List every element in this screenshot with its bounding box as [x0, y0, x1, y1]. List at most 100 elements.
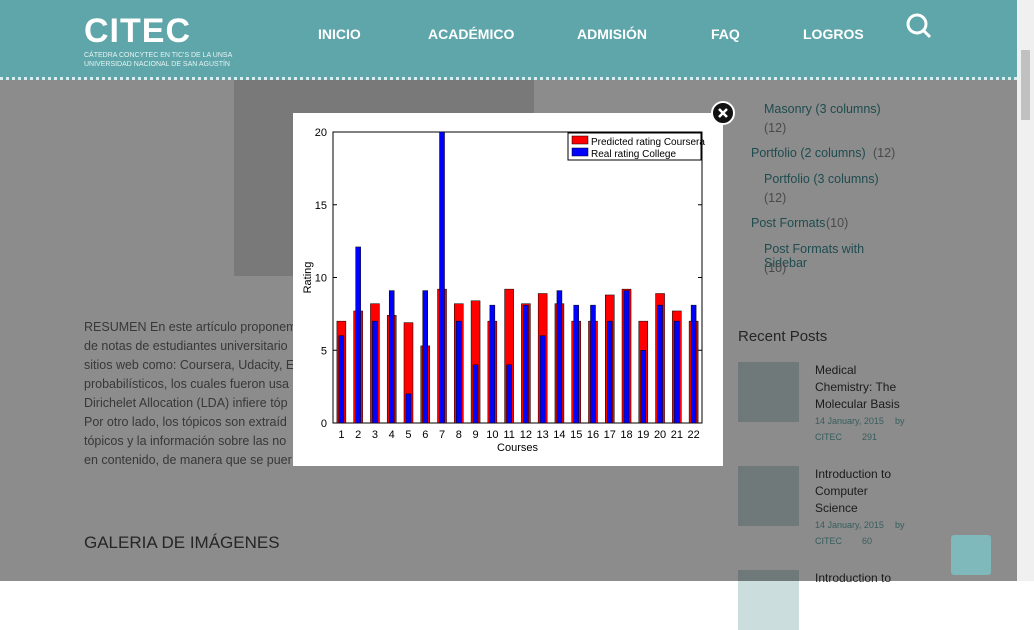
bar — [657, 304, 663, 424]
lightbox: 0 5 10 15 20 1 2 3 4 5 6 7 8 9 10 11 12 13 14 15 16 17 18 19 20 2… — [293, 113, 723, 466]
post-by: by — [895, 416, 905, 426]
y-tick-label: 5 — [321, 345, 327, 357]
text-line: RESUMEN En este artículo proponem — [84, 320, 297, 334]
text-line: Dirichelet Allocation (LDA) infiere tóp — [84, 396, 288, 410]
x-tick-label: 6 — [422, 429, 428, 441]
category-count: (10) — [826, 216, 849, 230]
y-tick-label: 10 — [315, 273, 327, 285]
x-tick-label: 3 — [372, 429, 378, 441]
category-link[interactable]: Portfolio (2 columns) — [751, 146, 866, 160]
header: CITEC CÁTEDRA CONCYTEC EN TIC'S DE LA UN… — [0, 0, 1017, 80]
post-thumb — [738, 466, 799, 526]
category-count: (12) — [764, 191, 787, 205]
category-count: (12) — [873, 146, 896, 160]
bar — [506, 364, 512, 424]
logo-subtitle: CÁTEDRA CONCYTEC EN TIC'S DE LA UNSA — [84, 52, 233, 59]
bar — [674, 320, 680, 424]
text-line: en contenido, de manera que se puer — [84, 453, 292, 467]
post-author: CITEC — [815, 536, 842, 546]
back-to-top[interactable] — [951, 535, 991, 575]
legend-box — [567, 132, 702, 161]
post-views: 291 — [862, 432, 878, 442]
post-title[interactable]: Introduction to Computer Science — [815, 467, 892, 515]
logo-subtitle: UNIVERSIDAD NACIONAL DE SAN AGUSTÍN — [84, 61, 230, 68]
post-views: 60 — [862, 536, 873, 546]
post-thumb — [738, 362, 799, 422]
legend-label: Predicted rating Coursera — [591, 137, 705, 148]
bar — [388, 290, 395, 424]
x-tick-label: 11 — [503, 429, 514, 441]
y-tick-label: 15 — [315, 200, 327, 212]
x-tick-label: 12 — [520, 429, 532, 441]
bar — [338, 335, 345, 424]
x-tick-label: 14 — [553, 429, 565, 441]
post-date: 14 January, 2015 — [815, 416, 884, 426]
x-tick-label: 8 — [456, 429, 462, 441]
bar — [456, 320, 462, 424]
bar — [539, 335, 546, 424]
text-line: sitios web como: Coursera, Udacity, E — [84, 358, 295, 372]
legend-label: Real rating College — [591, 149, 676, 160]
x-tick-label: 1 — [338, 429, 344, 441]
legend-swatch — [571, 135, 589, 145]
post-author: CITEC — [815, 432, 842, 442]
nav-item[interactable]: LOGROS — [803, 26, 864, 42]
category-link[interactable]: Masonry (3 columns) — [764, 102, 881, 116]
post-title[interactable]: Medical Chemistry: The Molecular Basis — [815, 363, 900, 411]
x-tick-label: 18 — [620, 429, 632, 441]
bar — [556, 290, 563, 424]
category-count: (12) — [764, 121, 787, 135]
x-tick-label: 20 — [654, 429, 666, 441]
nav-item[interactable]: INICIO — [318, 26, 361, 42]
logo[interactable]: CITEC — [84, 12, 191, 50]
scrollbar[interactable] — [1017, 0, 1034, 581]
bar — [640, 350, 647, 424]
category-count: (10) — [764, 261, 787, 275]
close-button[interactable] — [710, 100, 736, 126]
search-icon[interactable] — [905, 12, 933, 40]
nav-item[interactable]: ADMISIÓN — [577, 26, 647, 42]
y-tick-label: 20 — [315, 127, 327, 139]
text-line: probabilísticos, los cuales fueron usa — [84, 377, 289, 391]
recent-title: Recent Posts — [738, 328, 828, 345]
x-tick-label: 10 — [486, 429, 498, 441]
bar — [573, 304, 579, 424]
x-tick-label: 7 — [439, 429, 445, 441]
x-tick-label: 15 — [570, 429, 582, 441]
bar — [439, 131, 445, 424]
category-link[interactable]: Post Formats with Sidebar — [764, 242, 865, 270]
x-tick-label: 17 — [604, 429, 616, 441]
gallery-title: GALERIA DE IMÁGENES — [84, 533, 280, 552]
x-tick-label: 16 — [587, 429, 599, 441]
x-tick-label: 19 — [637, 429, 649, 441]
x-tick-label: 21 — [671, 429, 683, 441]
bar — [690, 304, 697, 424]
nav-item[interactable]: ACADÉMICO — [428, 26, 515, 42]
x-tick-label: 2 — [355, 429, 361, 441]
bar — [472, 364, 479, 424]
post-by: by — [895, 520, 905, 530]
bar — [523, 304, 529, 424]
legend-swatch — [571, 147, 589, 157]
x-tick-label: 9 — [473, 429, 479, 441]
x-axis-label: Courses — [497, 442, 538, 454]
x-tick-label: 13 — [537, 429, 549, 441]
x-tick-label: 22 — [687, 429, 699, 441]
bar — [607, 320, 613, 424]
post-date: 14 January, 2015 — [815, 520, 884, 530]
bar — [623, 290, 630, 424]
bar — [372, 320, 378, 424]
category-link[interactable]: Post Formats — [751, 216, 826, 230]
bar — [405, 393, 412, 424]
bar — [355, 246, 361, 424]
text-line: Por otro lado, los tópicos son extraíd — [84, 415, 287, 429]
x-tick-label: 5 — [405, 429, 411, 441]
bar — [489, 304, 496, 424]
y-tick-label: 0 — [321, 418, 327, 430]
nav-item[interactable]: FAQ — [711, 26, 740, 42]
text-line: tópicos y la información sobre las no — [84, 434, 287, 448]
y-axis-label: Rating — [302, 262, 314, 294]
category-link[interactable]: Portfolio (3 columns) — [764, 172, 879, 186]
